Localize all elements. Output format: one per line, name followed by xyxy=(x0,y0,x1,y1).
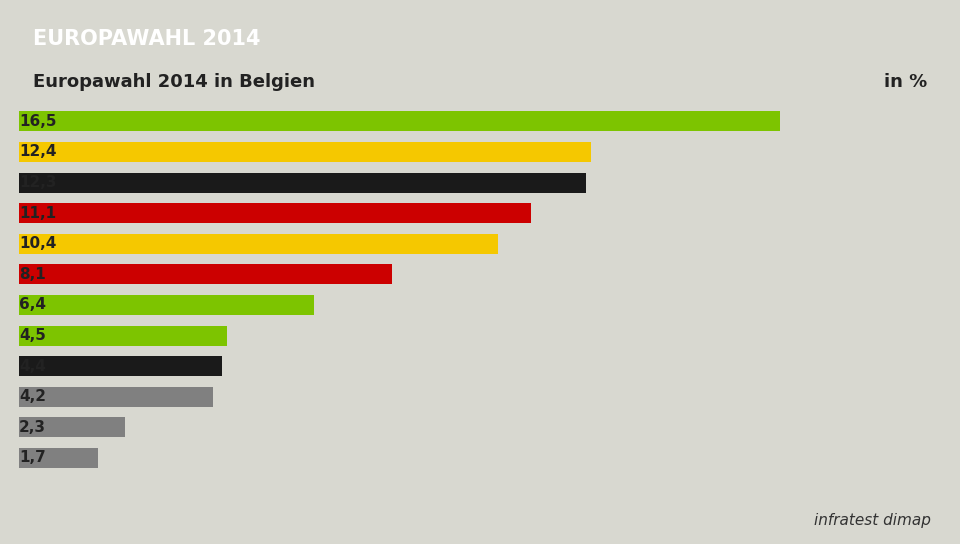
Bar xyxy=(19,448,98,468)
Bar xyxy=(19,172,586,193)
Text: infratest dimap: infratest dimap xyxy=(814,512,931,528)
Bar xyxy=(19,142,590,162)
Text: 4,4: 4,4 xyxy=(19,358,46,374)
Text: 4,2: 4,2 xyxy=(19,390,46,404)
Text: 12,4: 12,4 xyxy=(19,145,57,159)
Bar xyxy=(19,295,314,315)
Bar xyxy=(19,417,125,437)
Text: 10,4: 10,4 xyxy=(19,236,57,251)
Text: 12,3: 12,3 xyxy=(19,175,57,190)
Text: Europawahl 2014 in Belgien: Europawahl 2014 in Belgien xyxy=(33,72,315,91)
Text: 1,7: 1,7 xyxy=(19,450,46,466)
Text: 11,1: 11,1 xyxy=(19,206,57,221)
Bar xyxy=(19,203,531,223)
Text: 6,4: 6,4 xyxy=(19,298,46,312)
Bar xyxy=(19,387,213,407)
Bar xyxy=(19,356,222,376)
Bar xyxy=(19,234,498,254)
Text: in %: in % xyxy=(884,72,927,91)
Bar xyxy=(19,112,780,131)
Bar xyxy=(19,264,393,285)
Text: 4,5: 4,5 xyxy=(19,328,46,343)
Text: 8,1: 8,1 xyxy=(19,267,46,282)
Text: 16,5: 16,5 xyxy=(19,114,57,129)
Bar xyxy=(19,326,227,345)
Text: EUROPAWAHL 2014: EUROPAWAHL 2014 xyxy=(33,29,260,50)
Text: 2,3: 2,3 xyxy=(19,420,46,435)
